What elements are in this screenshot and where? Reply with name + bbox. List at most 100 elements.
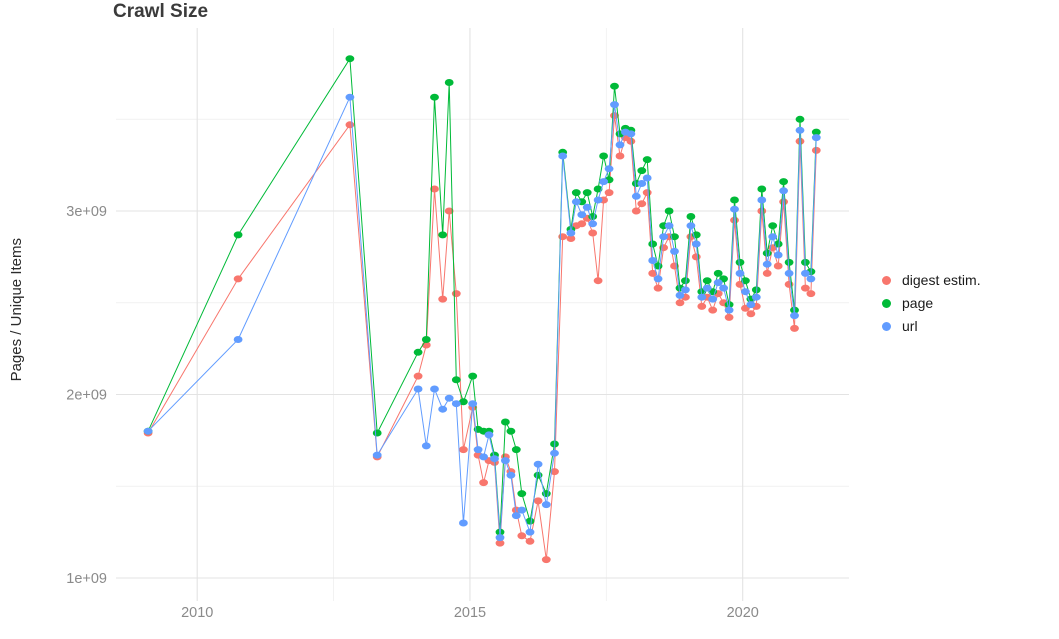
data-point-digest-estim bbox=[637, 200, 647, 208]
data-point-url bbox=[746, 301, 756, 309]
data-point-url bbox=[577, 211, 587, 219]
x-tick-label: 2020 bbox=[727, 605, 759, 621]
data-point-digest-estim bbox=[626, 137, 636, 145]
data-point-url bbox=[762, 260, 772, 268]
data-point-url bbox=[604, 165, 614, 173]
data-point-url bbox=[438, 405, 448, 413]
data-point-page bbox=[413, 348, 423, 356]
data-point-page bbox=[757, 185, 767, 193]
data-point-url bbox=[691, 240, 701, 248]
data-point-digest-estim bbox=[413, 372, 423, 380]
data-point-url bbox=[550, 449, 559, 457]
data-point-digest-estim bbox=[615, 152, 625, 160]
legend-item-url: url bbox=[882, 318, 981, 334]
data-point-digest-estim bbox=[533, 497, 543, 505]
data-point-page bbox=[713, 269, 723, 277]
data-point-url bbox=[631, 192, 641, 200]
data-point-url bbox=[372, 451, 382, 459]
y-tick-label: 3e+09 bbox=[66, 204, 107, 220]
data-point-page bbox=[702, 277, 712, 285]
data-point-digest-estim bbox=[675, 299, 685, 307]
legend-dot-icon bbox=[882, 298, 891, 308]
data-point-page bbox=[648, 240, 658, 248]
data-point-url bbox=[506, 471, 516, 479]
data-point-digest-estim bbox=[697, 302, 707, 310]
data-point-digest-estim bbox=[708, 306, 718, 314]
data-point-page bbox=[686, 213, 696, 220]
data-point-digest-estim bbox=[459, 446, 468, 454]
data-point-digest-estim bbox=[593, 277, 603, 285]
data-point-url bbox=[741, 288, 750, 296]
data-point-page bbox=[593, 185, 603, 193]
data-point-page bbox=[459, 398, 468, 406]
data-point-url bbox=[588, 220, 598, 228]
data-point-url bbox=[566, 229, 576, 237]
data-point-url bbox=[735, 269, 745, 277]
data-point-page bbox=[779, 178, 788, 186]
data-point-page bbox=[610, 82, 619, 90]
data-point-url bbox=[637, 180, 647, 187]
legend-label: digest estim. bbox=[902, 272, 981, 288]
legend-item-page: page bbox=[882, 295, 981, 311]
data-point-url bbox=[784, 269, 794, 277]
data-point-url bbox=[451, 400, 461, 408]
data-point-page bbox=[345, 55, 355, 63]
data-point-page bbox=[517, 490, 527, 498]
series-line-url bbox=[147, 95, 817, 538]
data-point-digest-estim bbox=[495, 539, 505, 547]
data-point-url bbox=[779, 187, 788, 195]
data-point-url bbox=[757, 196, 767, 204]
data-point-page bbox=[637, 167, 647, 175]
data-point-url bbox=[626, 130, 636, 138]
data-point-digest-estim bbox=[479, 479, 488, 487]
data-point-url bbox=[533, 460, 543, 468]
y-tick-label: 1e+09 bbox=[66, 571, 107, 587]
data-point-url bbox=[686, 222, 696, 230]
data-point-page bbox=[438, 231, 448, 239]
data-point-digest-estim bbox=[790, 324, 799, 332]
data-point-digest-estim bbox=[345, 121, 355, 129]
data-point-url bbox=[541, 501, 551, 509]
data-point-url bbox=[751, 293, 761, 301]
data-point-digest-estim bbox=[451, 290, 461, 298]
data-point-page bbox=[730, 196, 739, 204]
data-point-page bbox=[670, 233, 679, 241]
data-point-url bbox=[525, 528, 535, 536]
data-point-url bbox=[593, 196, 603, 204]
data-point-url bbox=[430, 385, 439, 393]
data-point-digest-estim bbox=[648, 269, 658, 277]
data-point-page bbox=[525, 517, 535, 525]
data-point-url bbox=[675, 291, 685, 299]
data-point-digest-estim bbox=[746, 310, 756, 318]
data-point-page bbox=[451, 376, 461, 384]
data-point-digest-estim bbox=[566, 235, 576, 242]
data-point-url bbox=[610, 101, 619, 109]
data-point-url bbox=[484, 431, 494, 439]
data-point-page bbox=[511, 446, 521, 454]
data-point-page bbox=[444, 79, 454, 86]
data-point-digest-estim bbox=[577, 220, 587, 228]
legend-label: page bbox=[902, 295, 934, 311]
data-point-page bbox=[795, 115, 805, 123]
data-point-url bbox=[719, 284, 728, 292]
x-tick-label: 2015 bbox=[454, 605, 486, 621]
data-point-url bbox=[697, 293, 707, 301]
data-point-digest-estim bbox=[779, 198, 788, 206]
legend-item-digest-estim: digest estim. bbox=[882, 272, 981, 288]
data-point-url bbox=[670, 247, 679, 255]
data-point-digest-estim bbox=[806, 290, 816, 298]
data-point-url bbox=[479, 453, 488, 461]
data-point-page bbox=[468, 372, 478, 380]
y-tick-label: 2e+09 bbox=[66, 388, 107, 404]
data-point-page bbox=[421, 336, 431, 343]
legend: digest estim. page url bbox=[882, 272, 981, 334]
chart-title: Crawl Size bbox=[113, 1, 209, 22]
data-point-url bbox=[501, 457, 510, 465]
data-point-page bbox=[811, 128, 821, 136]
data-point-digest-estim bbox=[762, 269, 772, 277]
data-point-url bbox=[582, 203, 592, 211]
data-point-page bbox=[372, 429, 382, 437]
data-point-url bbox=[421, 442, 431, 450]
